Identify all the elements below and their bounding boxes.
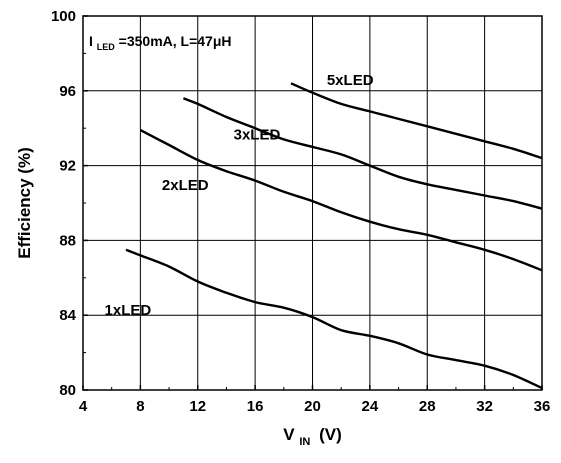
x-axis-label-unit: (V) [319,425,342,444]
series-line-2xled [139,129,543,272]
series-labels: 1xLED 2xLED 3xLED 5xLED [105,72,374,319]
series-label-1xled: 1xLED [105,302,152,319]
y-axis-label: Efficiency (%) [15,147,34,258]
conditions-annotation: I LED =350mA, L=47μH [89,33,232,53]
series-line-3xled [182,97,543,210]
annotation-prefix: I [89,33,93,49]
y-tick-label: 96 [59,83,76,100]
axis-ticks: 4 8 12 16 20 24 28 32 36 80 84 88 92 96 100 [51,8,550,415]
y-tick-label: 92 [59,158,76,175]
x-tick-label: 20 [304,398,321,415]
series-lines [125,82,543,390]
x-tick-label: 8 [136,398,144,415]
x-tick-label: 12 [189,398,206,415]
x-tick-label: 36 [534,398,551,415]
annotation-subscript: LED [97,42,116,52]
series-label-3xled: 3xLED [234,126,281,143]
y-tick-label: 80 [59,382,76,399]
grid-lines [83,16,542,390]
series-label-5xled: 5xLED [327,72,374,89]
annotation-text: =350mA, L=47μH [119,33,232,49]
x-tick-label: 28 [419,398,436,415]
x-axis-label-sub: IN [299,436,310,448]
x-axis-label: V IN (V) [283,425,341,449]
y-tick-label: 88 [59,232,76,249]
series-line-5xled [290,82,543,160]
x-tick-label: 24 [362,398,379,415]
series-label-2xled: 2xLED [162,177,209,194]
series-line-1xled [125,248,543,390]
y-tick-label: 84 [59,307,76,324]
x-tick-label: 16 [247,398,264,415]
x-tick-label: 4 [79,398,88,415]
x-tick-label: 32 [476,398,493,415]
x-axis-label-main: V [283,425,295,444]
y-tick-label: 100 [51,8,76,25]
